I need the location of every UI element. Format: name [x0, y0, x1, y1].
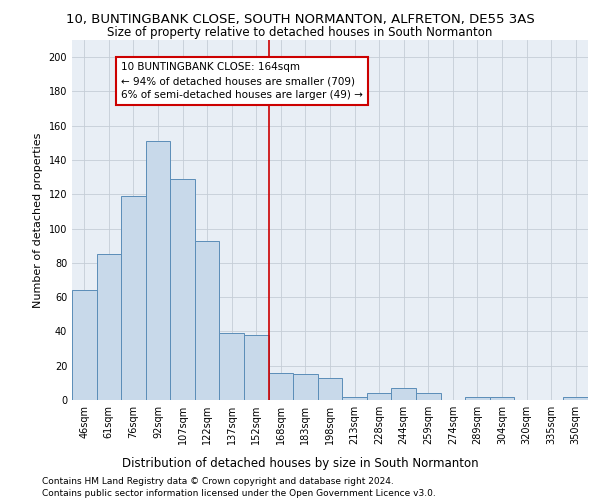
Bar — [97, 254, 121, 400]
Text: Distribution of detached houses by size in South Normanton: Distribution of detached houses by size … — [122, 458, 478, 470]
Bar — [342, 396, 367, 400]
Y-axis label: Number of detached properties: Number of detached properties — [33, 132, 43, 308]
Bar — [391, 388, 416, 400]
Text: Contains public sector information licensed under the Open Government Licence v3: Contains public sector information licen… — [42, 489, 436, 498]
Bar — [563, 396, 588, 400]
Bar — [121, 196, 146, 400]
Bar — [465, 396, 490, 400]
Bar — [220, 333, 244, 400]
Text: Size of property relative to detached houses in South Normanton: Size of property relative to detached ho… — [107, 26, 493, 39]
Bar — [416, 393, 440, 400]
Bar — [490, 396, 514, 400]
Bar — [269, 372, 293, 400]
Text: 10 BUNTINGBANK CLOSE: 164sqm
← 94% of detached houses are smaller (709)
6% of se: 10 BUNTINGBANK CLOSE: 164sqm ← 94% of de… — [121, 62, 363, 100]
Text: 10, BUNTINGBANK CLOSE, SOUTH NORMANTON, ALFRETON, DE55 3AS: 10, BUNTINGBANK CLOSE, SOUTH NORMANTON, … — [65, 12, 535, 26]
Bar — [367, 393, 391, 400]
Bar — [244, 335, 269, 400]
Bar — [318, 378, 342, 400]
Bar — [146, 141, 170, 400]
Bar — [170, 179, 195, 400]
Bar — [195, 240, 220, 400]
Bar — [72, 290, 97, 400]
Bar — [293, 374, 318, 400]
Text: Contains HM Land Registry data © Crown copyright and database right 2024.: Contains HM Land Registry data © Crown c… — [42, 478, 394, 486]
